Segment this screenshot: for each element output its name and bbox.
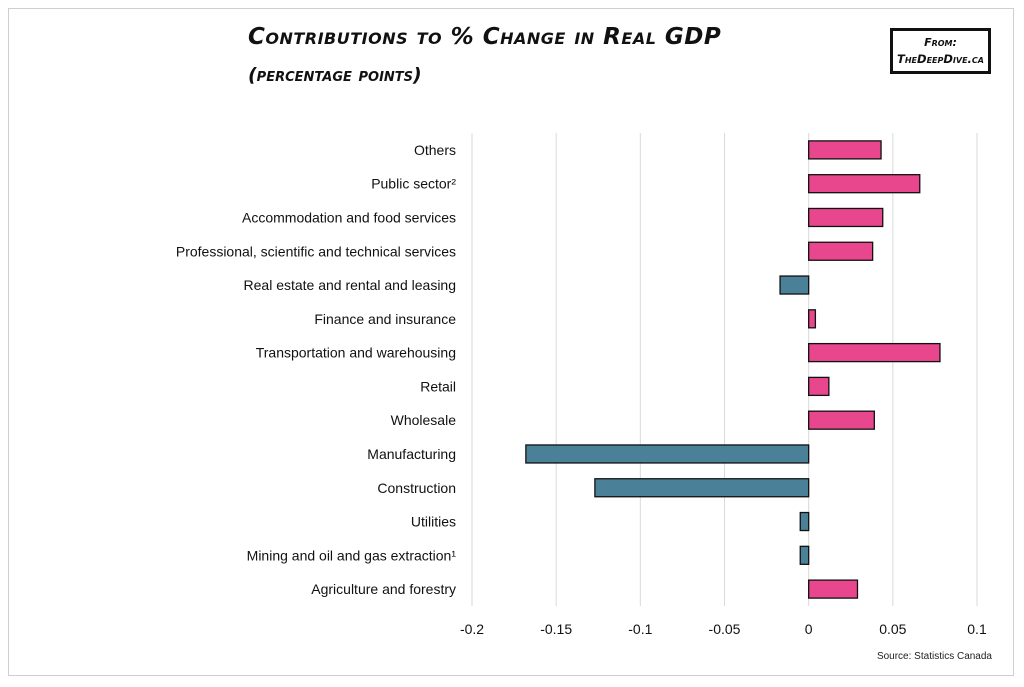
- bar: [594, 478, 810, 498]
- bar: [808, 342, 941, 363]
- source-note: Source: Statistics Canada: [876, 651, 992, 662]
- category-label: Retail: [420, 378, 456, 394]
- category-label: Wholesale: [391, 412, 457, 428]
- x-tick-label: 0: [805, 621, 813, 637]
- source-badge: From: TheDeepDive.ca: [890, 28, 991, 74]
- category-label: Public sector²: [371, 176, 456, 192]
- x-tick-label: -0.05: [709, 621, 741, 637]
- bar: [808, 174, 921, 194]
- category-label: Finance and insurance: [314, 311, 456, 327]
- bar: [808, 376, 830, 397]
- category-label: Construction: [377, 480, 456, 496]
- x-tick-label: -0.2: [460, 621, 484, 637]
- x-tick-label: -0.15: [540, 621, 572, 637]
- x-tick-label: 0.05: [879, 621, 906, 637]
- category-label: Mining and oil and gas extraction¹: [247, 547, 457, 563]
- chart-subtitle: (percentage points): [248, 64, 422, 86]
- category-label: Real estate and rental and leasing: [244, 277, 456, 293]
- chart-title: Contributions to % Change in Real GDP: [248, 24, 722, 50]
- category-label: Accommodation and food services: [242, 209, 456, 225]
- bar: [525, 444, 810, 464]
- category-label: Manufacturing: [367, 446, 456, 462]
- bar: [799, 511, 810, 532]
- bar: [799, 545, 810, 565]
- bar: [808, 241, 874, 261]
- x-tick-label: 0.1: [967, 621, 987, 637]
- bar: [808, 309, 817, 329]
- bar: [808, 410, 875, 430]
- category-label: Utilities: [411, 514, 456, 530]
- bar: [808, 579, 859, 599]
- bar: [808, 207, 884, 228]
- badge-from-label: From:: [924, 36, 957, 49]
- badge-site-label: TheDeepDive.ca: [897, 52, 984, 66]
- category-label: Others: [414, 142, 456, 158]
- category-label: Transportation and warehousing: [256, 345, 456, 361]
- chart-frame: [8, 8, 1014, 676]
- bar: [779, 275, 810, 295]
- x-tick-label: -0.1: [628, 621, 652, 637]
- category-label: Agriculture and forestry: [311, 581, 456, 597]
- bar: [808, 140, 882, 160]
- category-label: Professional, scientific and technical s…: [176, 243, 456, 259]
